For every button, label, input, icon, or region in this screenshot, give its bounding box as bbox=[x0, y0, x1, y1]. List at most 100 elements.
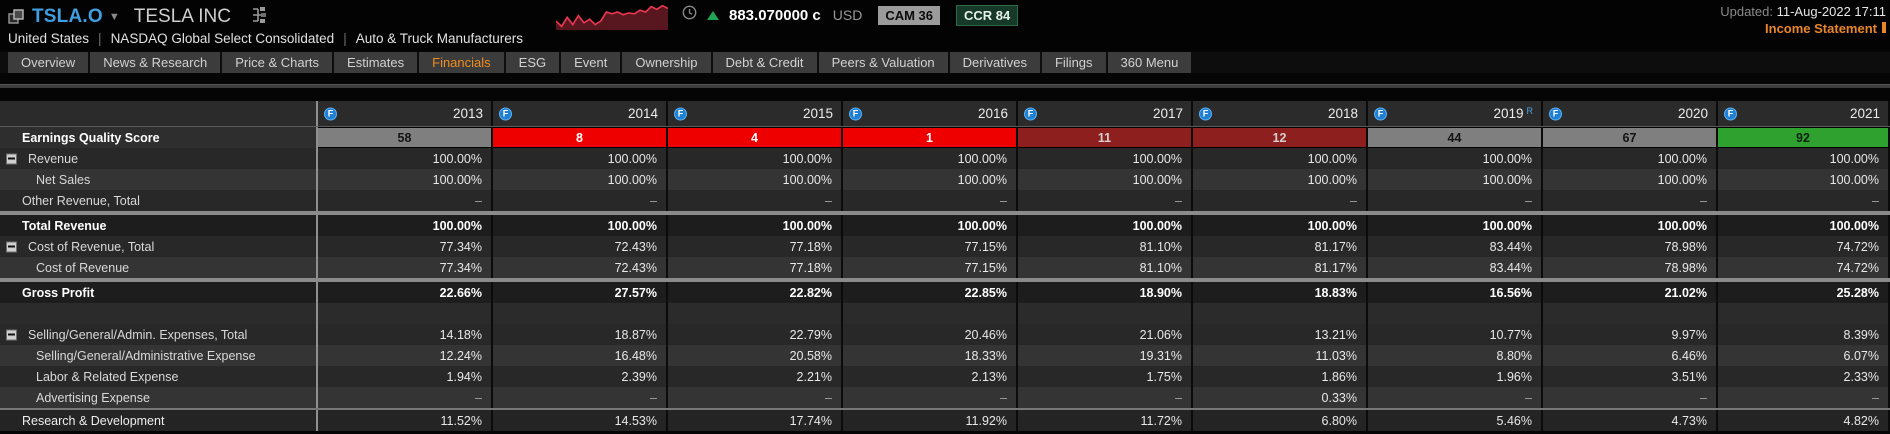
header-label-cell bbox=[0, 101, 318, 126]
row-label-cell: Revenue bbox=[0, 148, 318, 169]
value-cell: – bbox=[843, 387, 1018, 408]
eq-score-2021[interactable]: 92 bbox=[1718, 127, 1890, 148]
value-cell: 10.77% bbox=[1368, 324, 1543, 345]
fundamentals-info-icon[interactable]: F bbox=[674, 107, 687, 120]
eq-score-2020[interactable]: 67 bbox=[1543, 127, 1718, 148]
pipe-separator: | bbox=[343, 31, 347, 46]
value-cell: 77.15% bbox=[843, 236, 1018, 257]
ccr-score-badge[interactable]: CCR 84 bbox=[956, 4, 1019, 26]
tab-debt-credit[interactable]: Debt & Credit bbox=[712, 52, 817, 73]
tab-filings[interactable]: Filings bbox=[1041, 52, 1106, 73]
value-cell bbox=[1718, 303, 1890, 324]
value-cell: 20.58% bbox=[668, 345, 843, 366]
tab-price-charts[interactable]: Price & Charts bbox=[222, 52, 333, 73]
value-cell: – bbox=[1193, 190, 1368, 211]
fundamentals-info-icon[interactable]: F bbox=[1724, 107, 1737, 120]
tab-financials[interactable]: Financials bbox=[419, 52, 504, 73]
value-cell: 6.80% bbox=[1193, 410, 1368, 431]
clipped-text-fragment bbox=[1882, 22, 1886, 33]
row-label-cell: Selling/General/Admin. Expenses, Total bbox=[0, 324, 318, 345]
value-cell: 1.96% bbox=[1368, 366, 1543, 387]
value-cell: 21.06% bbox=[1018, 324, 1193, 345]
chevron-down-icon[interactable]: ▼ bbox=[108, 11, 120, 23]
value-cell: 18.83% bbox=[1193, 282, 1368, 303]
year-header-2014: F 2014 bbox=[493, 101, 668, 126]
tab-event[interactable]: Event bbox=[561, 52, 621, 73]
fundamentals-info-icon[interactable]: F bbox=[324, 107, 337, 120]
main-tab-bar: Overview News & Research Price & Charts Est… bbox=[0, 52, 1890, 73]
section-title: Income Statement bbox=[1765, 21, 1886, 36]
fundamentals-info-icon[interactable]: F bbox=[1374, 107, 1387, 120]
tab-ownership[interactable]: Ownership bbox=[622, 52, 711, 73]
tab-overview[interactable]: Overview bbox=[8, 52, 89, 73]
value-cell: 81.10% bbox=[1018, 257, 1193, 278]
tab-estimates[interactable]: Estimates bbox=[334, 52, 418, 73]
tab-360-menu[interactable]: 360 Menu bbox=[1107, 52, 1192, 73]
row-label: Net Sales bbox=[36, 172, 91, 187]
value-cell: 77.18% bbox=[668, 236, 843, 257]
row-label: Other Revenue, Total bbox=[22, 193, 140, 208]
value-cell: 78.98% bbox=[1543, 257, 1718, 278]
value-cell: 100.00% bbox=[843, 169, 1018, 190]
value-cell: 17.74% bbox=[668, 410, 843, 431]
collapse-minus-icon[interactable] bbox=[6, 241, 17, 252]
window-icon[interactable] bbox=[8, 9, 24, 25]
value-cell: 100.00% bbox=[1193, 215, 1368, 236]
collapse-minus-icon[interactable] bbox=[6, 329, 17, 340]
ticker-symbol[interactable]: TSLA.O bbox=[32, 6, 103, 27]
value-cell: – bbox=[318, 387, 493, 408]
value-cell: 6.46% bbox=[1543, 345, 1718, 366]
value-cell: 100.00% bbox=[1543, 215, 1718, 236]
table-row-research-development: Research & Development 11.52% 14.53% 17.74%… bbox=[0, 408, 1890, 431]
value-cell: 18.33% bbox=[843, 345, 1018, 366]
value-cell: 2.21% bbox=[668, 366, 843, 387]
value-cell: 100.00% bbox=[668, 215, 843, 236]
eq-score-2013[interactable]: 58 bbox=[318, 127, 493, 148]
row-label: Gross Profit bbox=[22, 285, 95, 300]
tab-news-research[interactable]: News & Research bbox=[90, 52, 221, 73]
currency-code: USD bbox=[832, 7, 863, 23]
value-cell: 72.43% bbox=[493, 236, 668, 257]
classification-item: Auto & Truck Manufacturers bbox=[355, 31, 524, 46]
row-label: Advertising Expense bbox=[36, 390, 150, 405]
year-header-2021: F 2021 bbox=[1718, 101, 1890, 126]
cam-score-badge[interactable]: CAM 36 bbox=[878, 5, 941, 25]
company-tree-icon[interactable] bbox=[249, 6, 267, 28]
price-sparkline bbox=[556, 4, 668, 30]
fundamentals-info-icon[interactable]: F bbox=[1549, 107, 1562, 120]
value-cell: 22.82% bbox=[668, 282, 843, 303]
eq-score-2014[interactable]: 8 bbox=[493, 127, 668, 148]
eq-score-2019[interactable]: 44 bbox=[1368, 127, 1543, 148]
value-cell: 100.00% bbox=[1018, 148, 1193, 169]
fundamentals-info-icon[interactable]: F bbox=[849, 107, 862, 120]
row-label: Labor & Related Expense bbox=[36, 369, 179, 384]
value-cell: 4.73% bbox=[1543, 410, 1718, 431]
value-cell: – bbox=[493, 190, 668, 211]
classification-item: United States bbox=[8, 31, 90, 46]
eq-score-2015[interactable]: 4 bbox=[668, 127, 843, 148]
eq-score-2018[interactable]: 12 bbox=[1193, 127, 1368, 148]
tab-peers-valuation[interactable]: Peers & Valuation bbox=[818, 52, 948, 73]
fundamentals-info-icon[interactable]: F bbox=[499, 107, 512, 120]
year-label: 2016 bbox=[977, 106, 1008, 121]
collapse-minus-icon[interactable] bbox=[6, 153, 17, 164]
fundamentals-info-icon[interactable]: F bbox=[1199, 107, 1212, 120]
horizontal-scrollbar[interactable] bbox=[0, 84, 1890, 88]
tab-derivatives[interactable]: Derivatives bbox=[949, 52, 1040, 73]
value-cell: – bbox=[1543, 190, 1718, 211]
fundamentals-info-icon[interactable]: F bbox=[1024, 107, 1037, 120]
eq-score-2016[interactable]: 1 bbox=[843, 127, 1018, 148]
row-label: Revenue bbox=[28, 151, 79, 166]
value-cell: – bbox=[318, 190, 493, 211]
eq-score-2017[interactable]: 11 bbox=[1018, 127, 1193, 148]
row-label: Cost of Revenue bbox=[36, 260, 130, 275]
value-cell: 77.15% bbox=[843, 257, 1018, 278]
row-label-cell: Advertising Expense bbox=[0, 387, 318, 408]
tab-esg[interactable]: ESG bbox=[505, 52, 560, 73]
value-cell: 100.00% bbox=[1368, 148, 1543, 169]
value-cell: 16.48% bbox=[493, 345, 668, 366]
row-label-cell bbox=[0, 303, 318, 324]
value-cell: 22.85% bbox=[843, 282, 1018, 303]
top-bar: TSLA.O ▼ TESLA INC United States | NASDAQ … bbox=[0, 0, 1890, 50]
year-label: 2018 bbox=[1327, 106, 1358, 121]
